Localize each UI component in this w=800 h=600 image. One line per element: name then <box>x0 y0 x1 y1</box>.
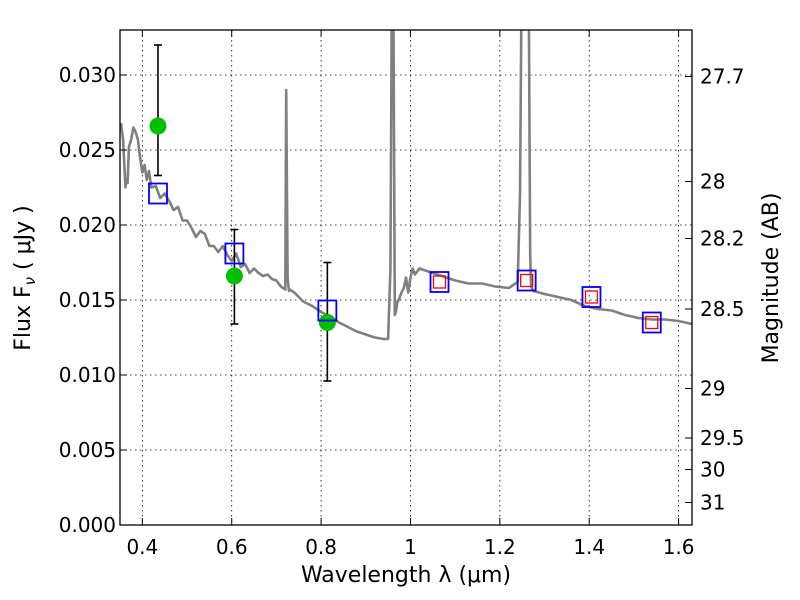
y-tick-label: 0.020 <box>59 213 116 237</box>
model-band-square-inner <box>645 315 659 330</box>
model-band-square <box>641 311 662 334</box>
y-axis-label: Flux Fν ( μJy ) <box>11 205 39 350</box>
data-layer <box>120 30 692 382</box>
model-band-square-inner <box>432 275 447 289</box>
right-axis-label: Magnitude (AB) <box>759 193 784 364</box>
x-tick-label: 1 <box>404 535 417 559</box>
model-band-square <box>429 271 450 293</box>
x-tick-label: 1.4 <box>573 535 605 559</box>
x-axis-label: Wavelength λ (μm) <box>301 563 511 588</box>
right-tick-label: 28 <box>700 170 725 194</box>
model-band-square-inner <box>584 290 599 304</box>
y-tick-label: 0.000 <box>59 513 116 537</box>
y-tick-label: 0.010 <box>59 363 116 387</box>
y-axis-label-unit: ( μJy ) <box>11 205 36 277</box>
model-band-square <box>516 269 537 292</box>
plot-frame <box>119 29 693 526</box>
x-tick-label: 0.8 <box>305 535 337 559</box>
sed-model-line <box>120 30 692 341</box>
y-tick-label: 0.015 <box>59 288 116 312</box>
x-tick-label: 0.4 <box>126 535 158 559</box>
model-band-square <box>148 182 168 205</box>
right-tick-label: 29.5 <box>700 426 745 450</box>
y-tick-label: 0.025 <box>59 138 116 162</box>
right-tick-label: 31 <box>700 491 725 515</box>
y-axis-label-subscript: ν <box>21 277 39 285</box>
right-tick-label: 28.2 <box>700 227 745 251</box>
right-tick-label: 28.5 <box>700 297 745 321</box>
model-band-square <box>224 242 245 265</box>
tick-layer: 0.4 0.6 0.8 1 1.2 1.4 1.6 0.000 0.005 0.010 0.015 0… <box>59 30 745 559</box>
observed-point <box>149 117 167 135</box>
right-tick-label: 27.7 <box>700 65 745 89</box>
model-band-square <box>581 286 602 308</box>
right-tick-label: 30 <box>700 458 725 482</box>
model-band-square <box>317 299 338 322</box>
x-tick-label: 1.6 <box>663 535 695 559</box>
observed-point <box>318 314 336 331</box>
y-tick-label: 0.030 <box>59 63 116 87</box>
right-tick-label: 29 <box>700 377 725 401</box>
y-axis-label-main: Flux F <box>11 285 36 350</box>
x-tick-label: 1.2 <box>484 535 516 559</box>
model-band-square-inner <box>520 273 534 288</box>
y-tick-label: 0.005 <box>59 438 116 462</box>
x-tick-label: 0.6 <box>216 535 248 559</box>
observed-point <box>225 267 243 285</box>
